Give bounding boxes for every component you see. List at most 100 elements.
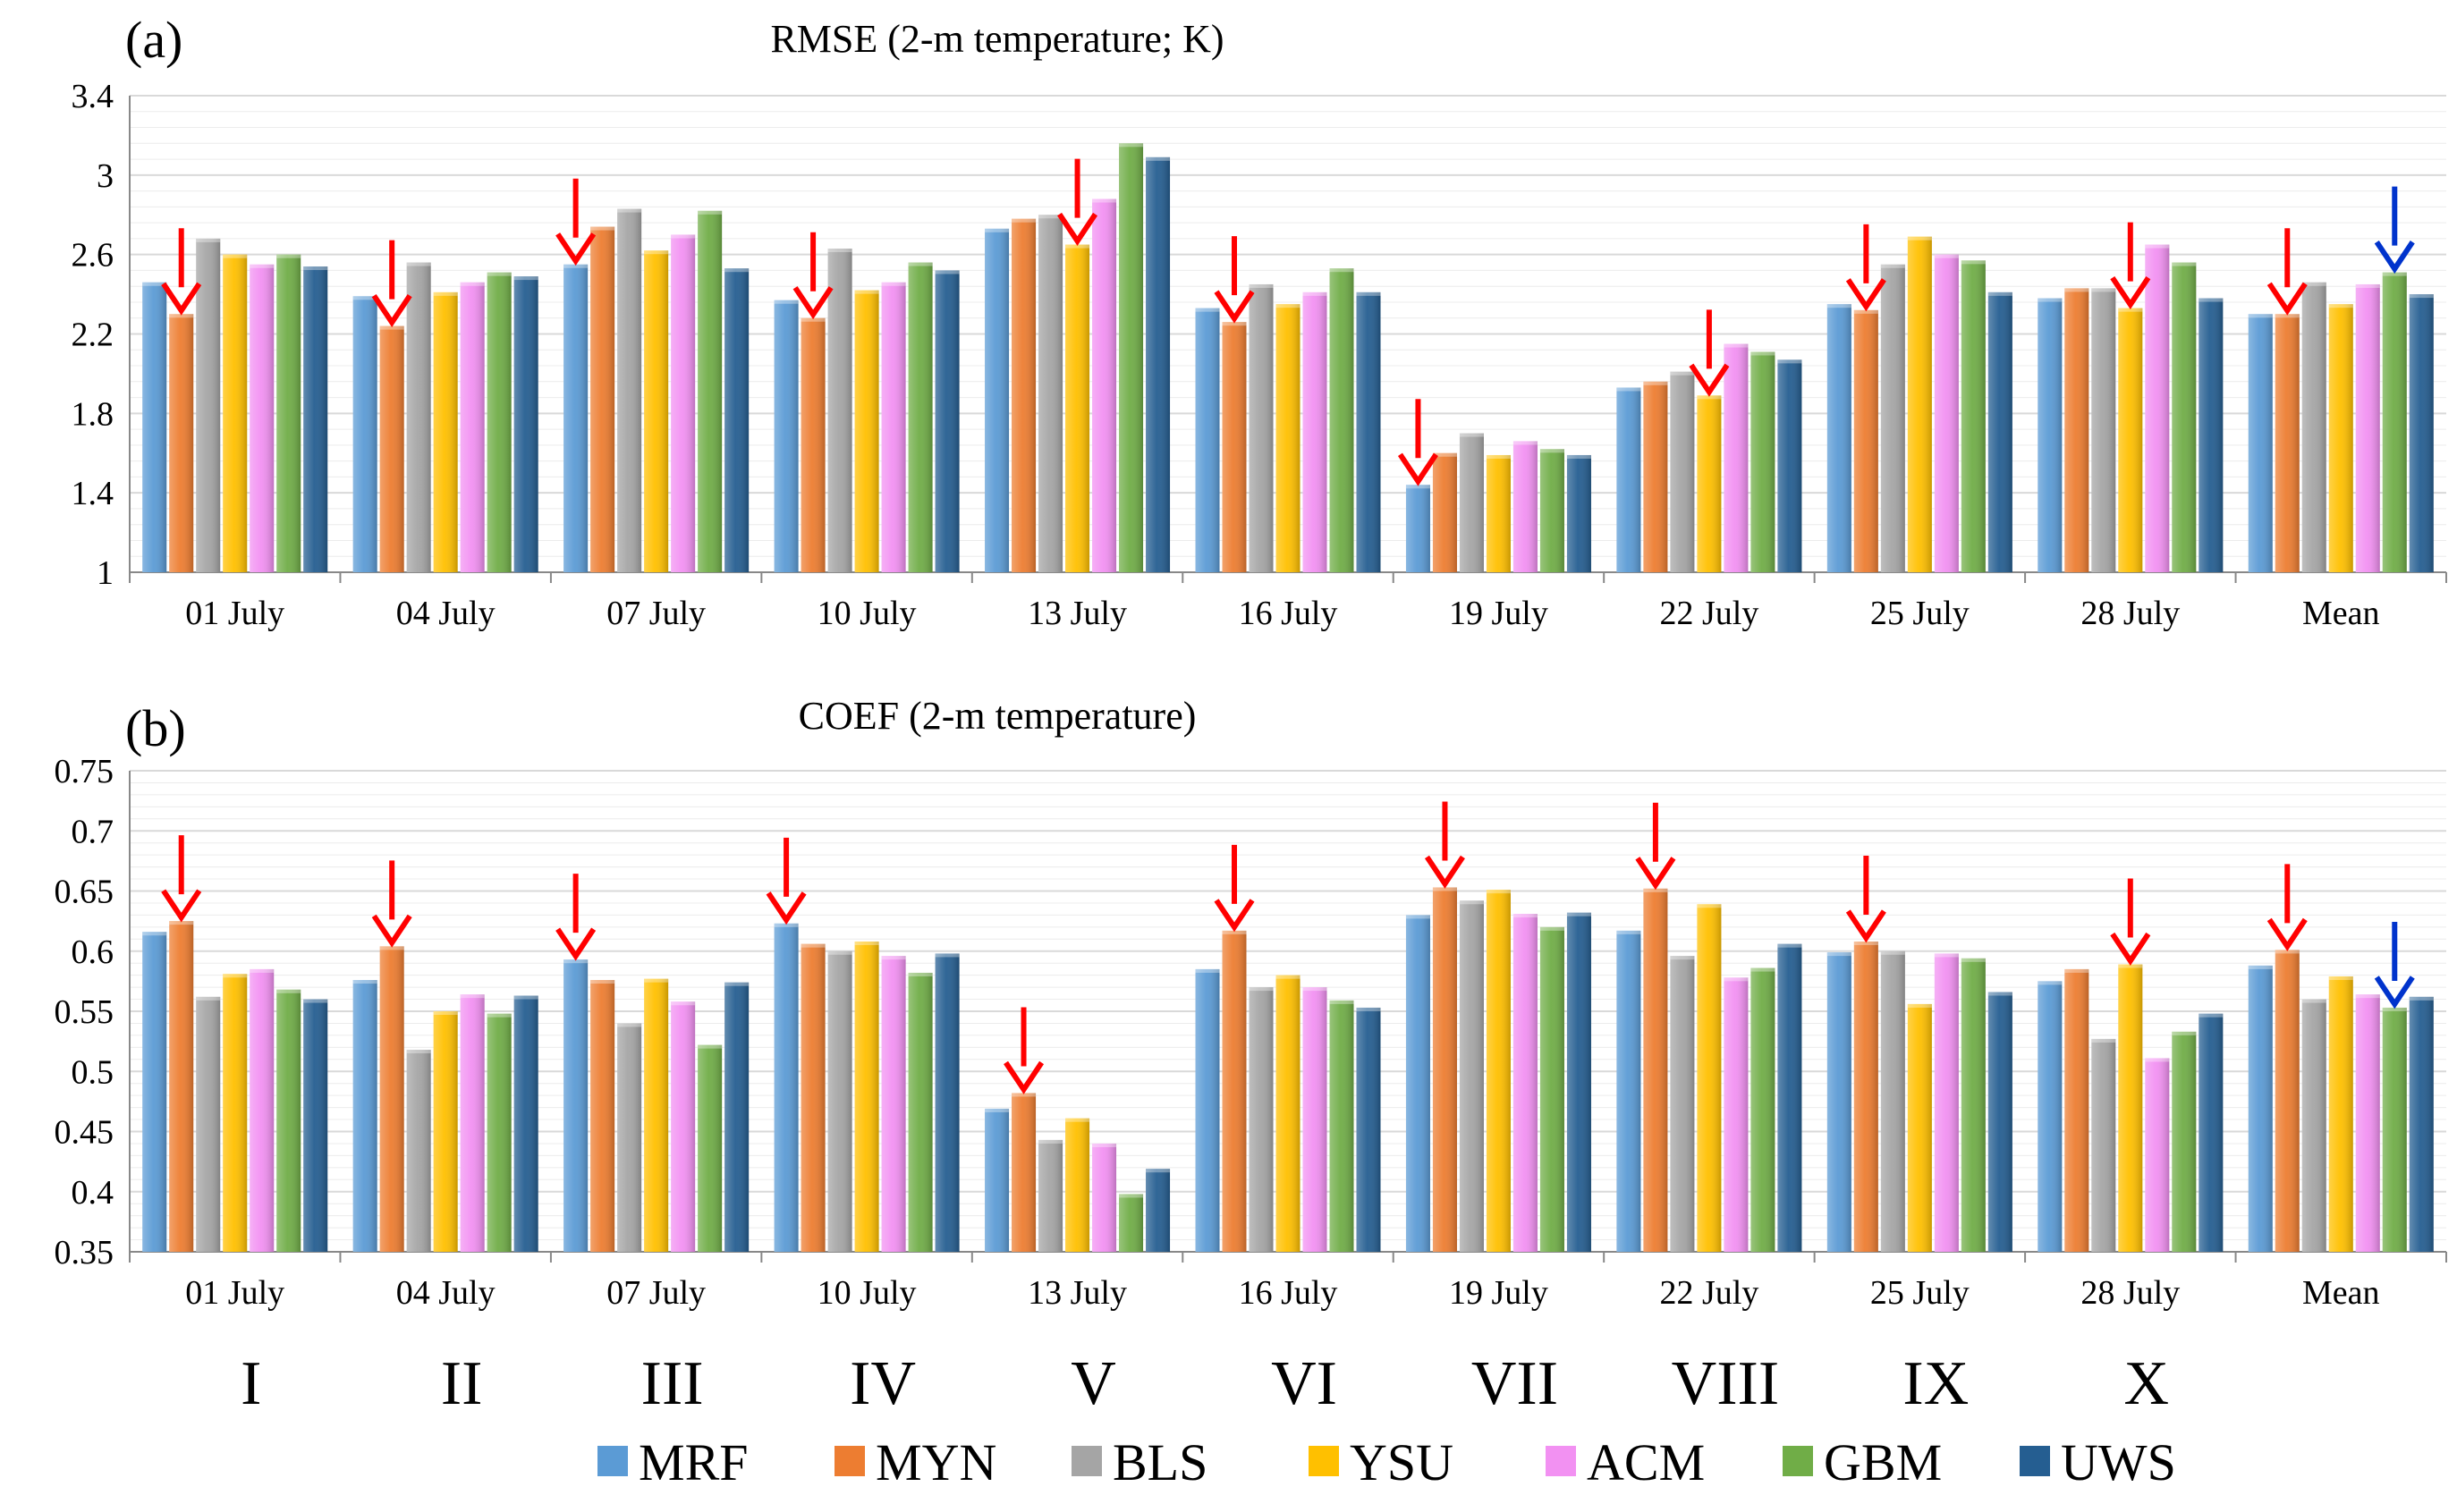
- panel-a-bar-top: [1539, 449, 1564, 453]
- legend-swatch-bls: [1072, 1446, 1102, 1476]
- panel-a-bar-top: [433, 291, 458, 296]
- panel-a-bar-shade: [2038, 298, 2063, 572]
- panel-b-bar-top: [724, 982, 750, 986]
- panel-b-bar-shade: [2409, 996, 2434, 1252]
- group-label-vi: VI: [1271, 1349, 1337, 1418]
- panel-b-bar-top: [1012, 1093, 1037, 1097]
- panel-b-bar-top: [2301, 999, 2326, 1003]
- panel-b-bar-top: [1512, 914, 1538, 918]
- panel-a-bar-top: [1356, 291, 1381, 296]
- panel-b-bar-top: [196, 996, 221, 1001]
- legend-swatch-myn: [835, 1446, 865, 1476]
- panel-b-bar-top: [2064, 968, 2089, 973]
- panel-a-bar-top: [406, 262, 431, 266]
- panel-a-bar-shade: [223, 254, 248, 572]
- panel-b-title: COEF (2-m temperature): [799, 694, 1197, 738]
- panel-b-bar-top: [1302, 987, 1327, 992]
- panel-b-bar-shade: [1195, 968, 1220, 1252]
- panel-a-red-arrow-28-july-head: [2110, 275, 2151, 310]
- panel-b-bar-top: [2118, 964, 2143, 968]
- panel-b-red-arrow-19-july-head: [1424, 855, 1465, 889]
- panel-b-bar-shade: [2328, 976, 2353, 1252]
- panel-a-bar-top: [2301, 282, 2326, 286]
- panel-b-bar-top: [1432, 887, 1457, 891]
- legend-swatch-mrf: [597, 1446, 628, 1476]
- panel-b-bar-top: [1907, 1003, 1932, 1008]
- panel-a-label: (a): [125, 11, 182, 69]
- panel-a-bar-top: [1750, 351, 1775, 356]
- panel-b-bar-top: [1880, 950, 1905, 955]
- panel-b-bar-shade: [276, 989, 301, 1252]
- panel-a-bar-shade: [698, 210, 723, 572]
- panel-b-blue-arrow-mean-head: [2374, 976, 2415, 1009]
- panel-a-bar-shade: [2091, 288, 2116, 572]
- panel-b-bar-shade: [1275, 975, 1301, 1252]
- panel-a-bar-top: [1724, 343, 1749, 348]
- panel-b-bar-top: [1670, 956, 1695, 960]
- panel-a-bar-shade: [2118, 308, 2143, 572]
- panel-b-bar-shade: [142, 932, 167, 1252]
- panel-b-bar-shade: [433, 1011, 458, 1252]
- panel-b-bar-top: [1566, 912, 1591, 916]
- panel-b-bar-shade: [1486, 890, 1511, 1252]
- panel-b-bar-top: [2275, 950, 2300, 954]
- panel-b-bar-shade: [1012, 1093, 1037, 1252]
- panel-b-bar-top: [1853, 941, 1878, 945]
- panel-b-bar-top: [1195, 968, 1220, 973]
- panel-a-bar-shade: [617, 208, 642, 572]
- panel-b-bar-shade: [774, 923, 799, 1252]
- panel-b-bar-top: [985, 1108, 1010, 1112]
- legend-label-bls: BLS: [1113, 1433, 1207, 1491]
- panel-b-red-arrow-07-july-head: [555, 927, 597, 961]
- panel-a-bar-top: [1512, 441, 1538, 445]
- panel-a-bar-shade: [724, 268, 750, 572]
- panel-a-bar-shade: [460, 282, 485, 572]
- panel-a-bar-top: [1459, 433, 1484, 437]
- panel-a-bar-top: [2064, 288, 2089, 292]
- panel-a-bar-shade: [2275, 314, 2300, 572]
- panel-b-category-label-22-july: 22 July: [1659, 1274, 1758, 1312]
- panel-a-bar-shade: [250, 264, 275, 572]
- panel-b-bar-shade: [590, 980, 615, 1252]
- panel-a-bar-top: [1697, 395, 1722, 400]
- panel-a-category-label-13-july: 13 July: [1028, 595, 1127, 632]
- panel-a-bar-top: [1249, 283, 1274, 288]
- group-label-i: I: [241, 1349, 261, 1418]
- panel-a-bar-shade: [2301, 282, 2326, 572]
- panel-b-bar-top: [169, 921, 194, 925]
- panel-a-bar-shade: [1012, 218, 1037, 573]
- panel-a-bar-top: [2328, 304, 2353, 308]
- panel-a-bar-shade: [1405, 485, 1430, 572]
- panel-a-bar-shade: [1987, 291, 2012, 572]
- panel-a-red-arrow-01-july-head: [161, 282, 202, 316]
- panel-a-category-label-25-july: 25 July: [1870, 595, 1970, 632]
- panel-a-blue-arrow-mean-head: [2374, 240, 2415, 275]
- legend-label-ysu: YSU: [1350, 1433, 1453, 1491]
- panel-a-bar-shade: [406, 262, 431, 572]
- panel-a-bar-shade: [1566, 454, 1591, 572]
- panel-b-category-label-16-july: 16 July: [1239, 1274, 1338, 1312]
- panel-b-bar-shade: [1222, 930, 1247, 1252]
- panel-a-bar-top: [379, 325, 404, 330]
- panel-b-bar-top: [1405, 915, 1430, 919]
- panel-a-bar-shade: [1092, 199, 1117, 572]
- panel-a-bar-top: [460, 282, 485, 286]
- panel-b-bar-top: [801, 943, 826, 948]
- panel-b-bar-top: [1092, 1143, 1117, 1147]
- panel-a-ytick-label: 2.6: [72, 237, 114, 275]
- panel-b-ytick-label: 0.55: [55, 993, 114, 1031]
- panel-b-bar-shade: [2355, 994, 2380, 1252]
- panel-b-bar-top: [1329, 1000, 1354, 1004]
- panel-b-bar-shade: [1302, 987, 1327, 1252]
- panel-b-red-arrow-25-july-head: [1845, 909, 1886, 943]
- panel-a-bar-top: [196, 238, 221, 242]
- legend-label-myn: MYN: [876, 1433, 996, 1491]
- panel-a-red-arrow-16-july-head: [1214, 290, 1255, 324]
- panel-a-red-arrow-13-july-head: [1057, 212, 1098, 246]
- panel-a-bar-shade: [352, 296, 377, 572]
- panel-b-bar-top: [250, 968, 275, 973]
- panel-a-bar-shade: [1459, 433, 1484, 572]
- panel-b-bar-shade: [1616, 930, 1641, 1252]
- panel-b-bar-shade: [2275, 950, 2300, 1252]
